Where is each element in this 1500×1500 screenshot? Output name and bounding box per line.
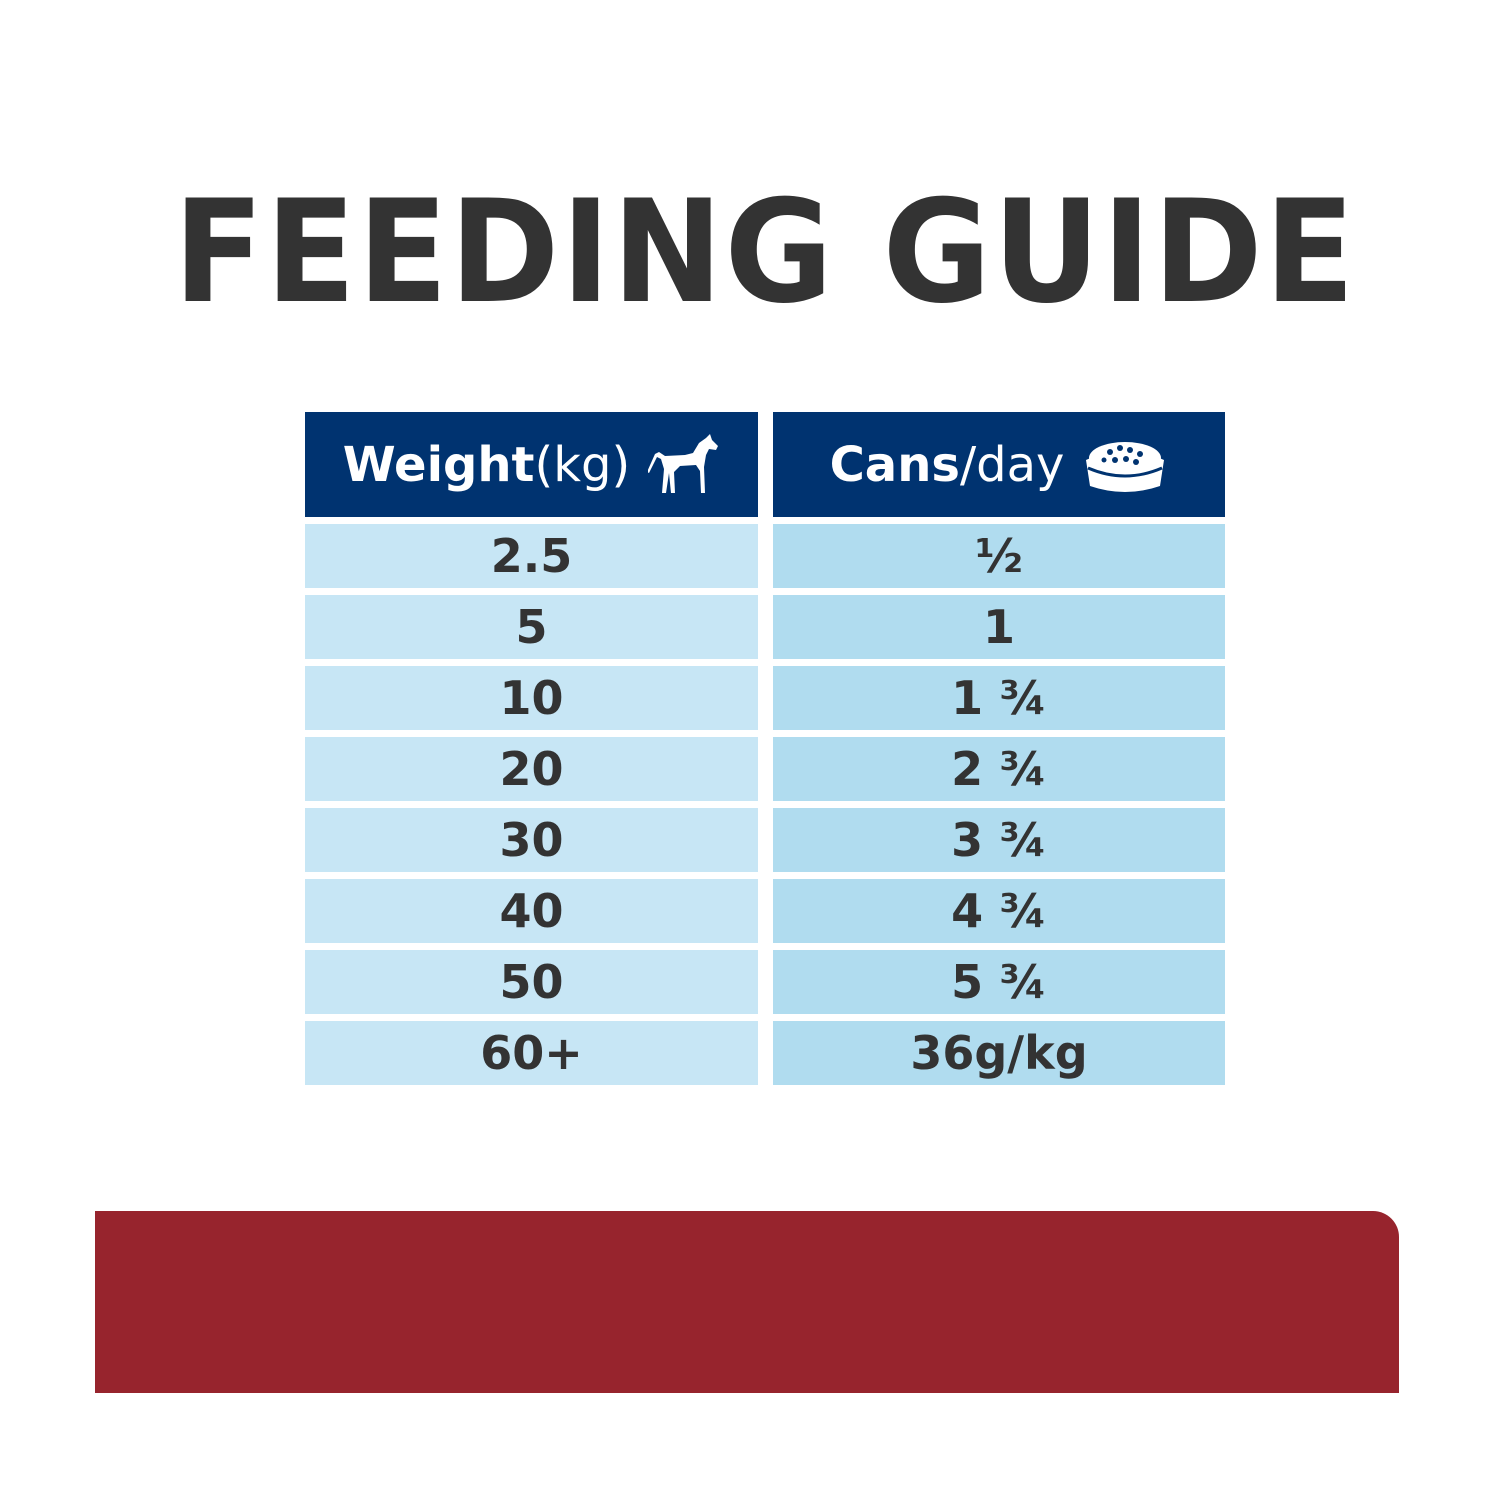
weight-cell: 60+ (305, 1021, 758, 1085)
cans-header-unit: /day (959, 436, 1065, 493)
weight-cell: 20 (305, 737, 758, 801)
weight-header-label: Weight (342, 436, 535, 493)
weight-header: Weight (kg) (305, 412, 758, 517)
weight-cell: 10 (305, 666, 758, 730)
cans-cell: ½ (773, 524, 1225, 588)
cans-cell: 36g/kg (773, 1021, 1225, 1085)
cans-cell: 4 ¾ (773, 879, 1225, 943)
weight-cell: 2.5 (305, 524, 758, 588)
dog-icon (648, 433, 719, 493)
cans-cell: 1 ¾ (773, 666, 1225, 730)
weight-header-unit: (kg) (534, 436, 631, 493)
weight-cell: 30 (305, 808, 758, 872)
cans-cell: 5 ¾ (773, 950, 1225, 1014)
brand-band (95, 1211, 1399, 1393)
cans-header-label: Cans (829, 436, 960, 493)
weight-cell: 5 (305, 595, 758, 659)
cans-header: Cans/day (773, 412, 1225, 517)
cans-cell: 2 ¾ (773, 737, 1225, 801)
weight-cell: 40 (305, 879, 758, 943)
weight-column: Weight (kg) 2.5 5 10 20 30 40 50 60+ (305, 412, 758, 1085)
weight-cell: 50 (305, 950, 758, 1014)
page-title: FEEDING GUIDE (173, 170, 1357, 335)
cans-cell: 1 (773, 595, 1225, 659)
cans-cell: 3 ¾ (773, 808, 1225, 872)
food-bowl-icon (1086, 441, 1165, 492)
cans-column: Cans/day ½ 1 1 ¾ 2 ¾ 3 ¾ 4 ¾ 5 ¾ 36g/kg (773, 412, 1225, 1085)
